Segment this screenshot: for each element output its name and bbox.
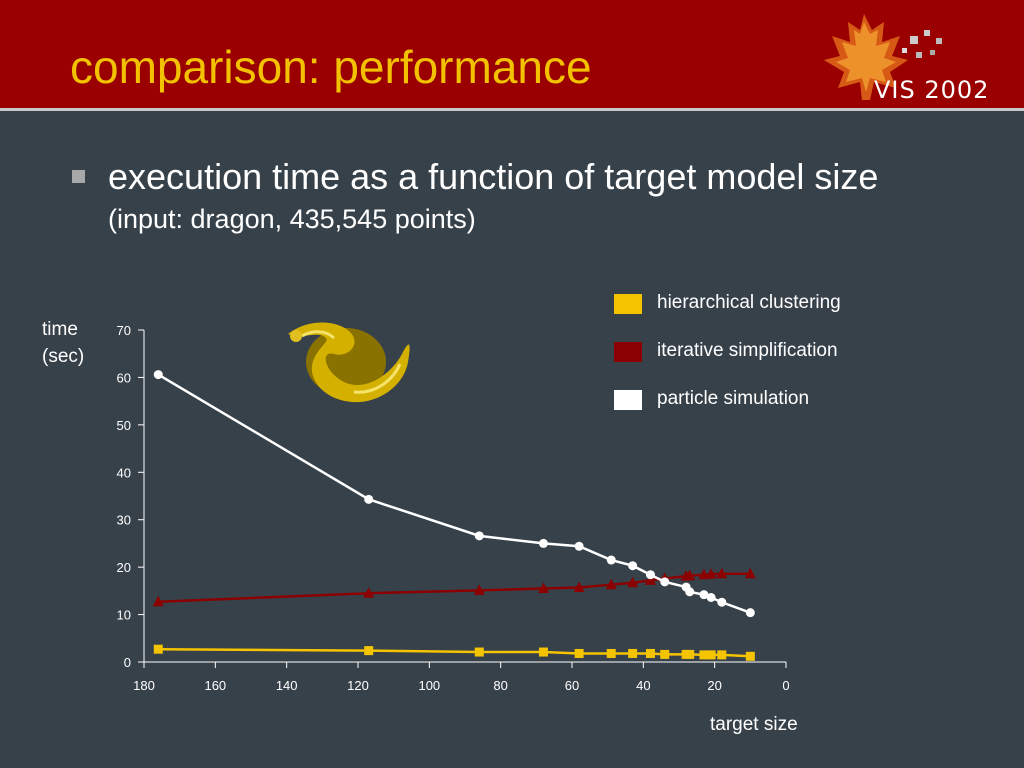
data-point — [685, 587, 695, 597]
data-point — [474, 647, 484, 657]
data-point — [627, 576, 639, 588]
y-axis-label-line-2: (sec) — [42, 346, 85, 367]
slide-title: comparison: performance — [70, 41, 592, 93]
data-point — [716, 567, 728, 579]
data-point — [153, 644, 163, 654]
data-point — [573, 581, 585, 593]
data-point — [717, 597, 727, 607]
x-tick-label: 140 — [276, 678, 298, 693]
series-line — [157, 373, 751, 614]
data-point — [660, 577, 670, 587]
data-point — [606, 555, 616, 565]
x-tick-label: 180 — [133, 678, 155, 693]
legend-swatch — [614, 342, 642, 362]
x-tick-label: 20 — [707, 678, 721, 693]
x-tick-label: 120 — [347, 678, 369, 693]
data-point — [628, 561, 638, 571]
series-hierarchical-clustering — [153, 644, 755, 661]
y-tick-label: 40 — [117, 465, 131, 480]
y-tick-label: 20 — [117, 560, 131, 575]
maple-leaf-logo-icon — [824, 14, 942, 100]
data-point — [473, 584, 485, 595]
data-point — [364, 494, 374, 504]
data-point — [699, 650, 709, 660]
x-tick-label: 60 — [565, 678, 579, 693]
x-tick-label: 100 — [418, 678, 440, 693]
x-tick-label: 0 — [782, 678, 789, 693]
y-tick-label: 10 — [117, 608, 131, 623]
data-point — [684, 569, 696, 581]
x-tick-label: 160 — [204, 678, 226, 693]
bullet-square-icon — [72, 170, 85, 183]
y-axis-label-line-1: time — [42, 319, 78, 340]
data-point — [685, 649, 695, 659]
data-point — [628, 648, 638, 658]
y-tick-label: 0 — [124, 655, 131, 670]
legend-swatch — [614, 390, 642, 410]
data-point — [698, 568, 710, 580]
y-axis-label: time (sec) — [42, 316, 84, 370]
series-particle-simulation — [153, 370, 755, 618]
data-point — [706, 650, 716, 660]
data-point — [605, 578, 617, 590]
data-point — [706, 592, 716, 602]
data-point — [574, 541, 584, 551]
x-tick-label: 40 — [636, 678, 650, 693]
y-tick-label: 70 — [117, 323, 131, 338]
y-tick-label: 60 — [117, 370, 131, 385]
data-point — [538, 647, 548, 657]
data-point — [606, 648, 616, 658]
data-point — [537, 582, 549, 593]
data-point — [645, 648, 655, 658]
x-axis-label: target size — [710, 714, 798, 735]
data-point — [153, 370, 163, 380]
data-point — [574, 648, 584, 658]
data-point — [363, 587, 375, 598]
data-point — [644, 574, 656, 585]
legend-swatch — [614, 294, 642, 314]
legend-label: hierarchical clustering — [657, 292, 841, 313]
series-iterative-simplification — [152, 567, 756, 607]
logo-text: VIS 2002 — [874, 76, 990, 104]
data-point — [474, 531, 484, 541]
legend-label: iterative simplification — [657, 340, 838, 361]
dragon-image-icon — [288, 322, 410, 403]
y-tick-label: 30 — [117, 513, 131, 528]
data-point — [745, 651, 755, 661]
data-point — [645, 570, 655, 580]
chart-axes: 180 160 140 120 100 80 60 40 20 0 0 10 20 30 40 50 60 70 — [117, 323, 790, 693]
data-point — [538, 538, 548, 548]
y-tick-label: 50 — [117, 418, 131, 433]
data-point — [660, 649, 670, 659]
data-point — [744, 567, 756, 579]
bullet-text: execution time as a function of target m… — [108, 156, 879, 197]
data-point — [699, 590, 709, 600]
x-tick-label: 80 — [493, 678, 507, 693]
header-bar: comparison: performance VIS 2002 — [0, 0, 1024, 111]
data-point — [745, 608, 755, 618]
data-point — [705, 568, 717, 579]
data-point — [152, 595, 164, 607]
data-point — [364, 646, 374, 656]
series-line — [158, 572, 751, 604]
chart-series — [152, 370, 756, 661]
data-point — [717, 650, 727, 660]
bullet-subtext: (input: dragon, 435,545 points) — [108, 204, 476, 234]
legend-label: particle simulation — [657, 388, 810, 409]
